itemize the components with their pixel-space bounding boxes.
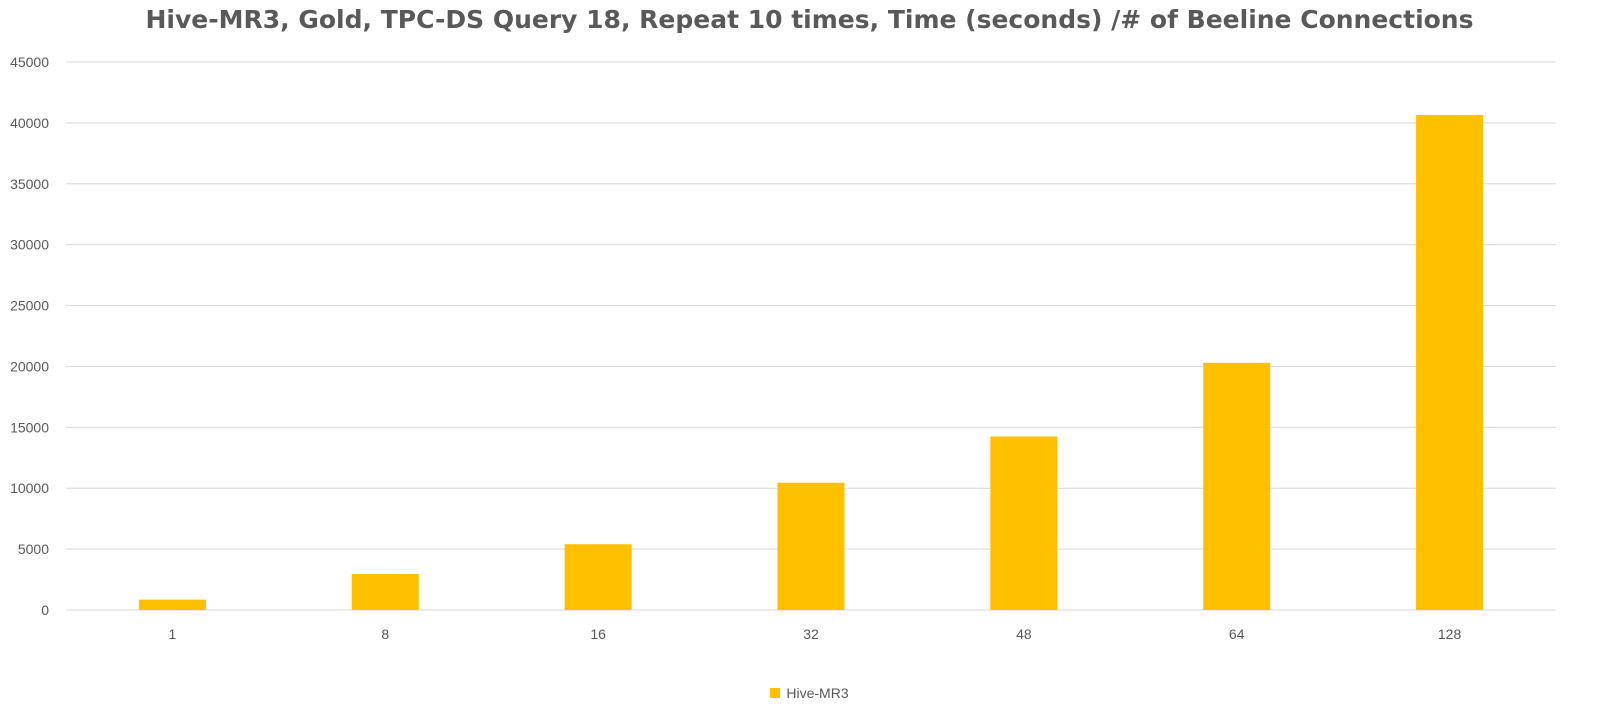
bar-16 — [564, 544, 632, 610]
y-tick-label: 15000 — [10, 419, 49, 435]
y-axis-tick-labels: 0 5000 10000 15000 20000 25000 30000 35000 40000… — [10, 54, 49, 618]
x-tick-label: 8 — [381, 626, 389, 642]
x-tick-label: 32 — [803, 626, 819, 642]
y-tick-label: 25000 — [10, 298, 49, 314]
y-tick-label: 35000 — [10, 176, 49, 192]
x-tick-label: 1 — [169, 626, 177, 642]
legend-label: Hive-MR3 — [786, 685, 849, 701]
bar-64 — [1203, 362, 1271, 610]
bar-1 — [138, 599, 206, 610]
bar-48 — [990, 436, 1058, 610]
legend-swatch — [770, 688, 781, 698]
y-tick-label: 30000 — [10, 237, 49, 253]
chart-title: Hive-MR3, Gold, TPC-DS Query 18, Repeat … — [145, 5, 1474, 34]
bar-128 — [1416, 114, 1484, 611]
x-tick-label: 128 — [1438, 626, 1462, 642]
x-axis-tick-labels: 1 8 16 32 48 64 128 — [169, 626, 1462, 642]
legend: Hive-MR3 — [0, 685, 1619, 701]
y-tick-label: 10000 — [10, 480, 49, 496]
bar-8 — [351, 574, 419, 610]
x-tick-label: 16 — [590, 626, 606, 642]
y-tick-label: 40000 — [10, 115, 49, 131]
bar-32 — [777, 482, 845, 610]
y-tick-label: 20000 — [10, 358, 49, 374]
y-tick-label: 0 — [41, 602, 49, 618]
y-tick-label: 45000 — [10, 54, 49, 70]
bars — [138, 114, 1484, 611]
y-tick-label: 5000 — [18, 541, 49, 557]
x-tick-label: 48 — [1016, 626, 1032, 642]
x-tick-label: 64 — [1229, 626, 1245, 642]
